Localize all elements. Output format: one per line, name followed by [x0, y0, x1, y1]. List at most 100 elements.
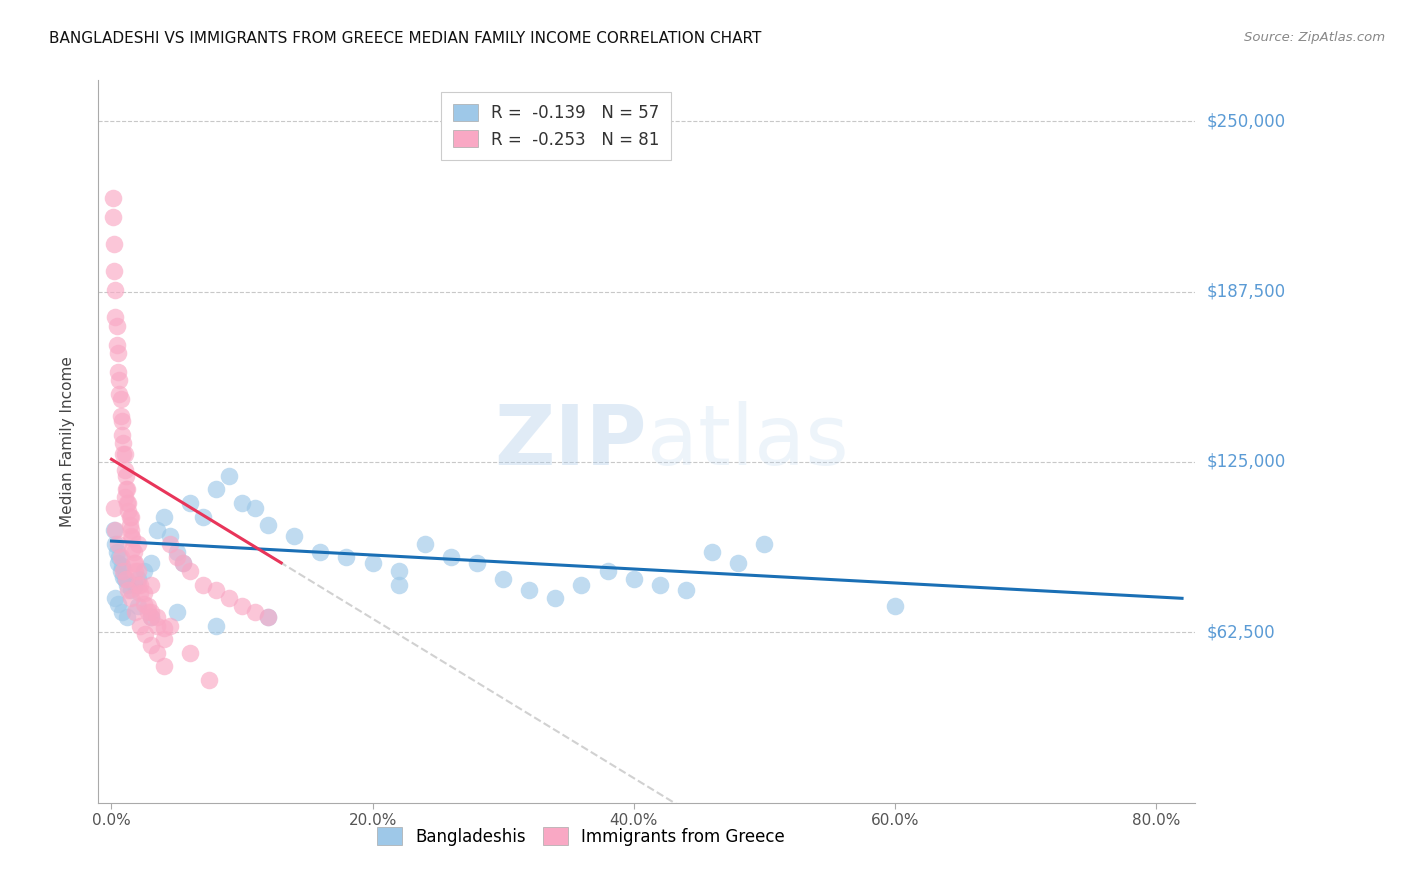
- Point: [132, 586, 156, 600]
- Point: [139, 556, 162, 570]
- Point: [136, 599, 159, 614]
- Point: [257, 610, 280, 624]
- Point: [179, 646, 201, 660]
- Point: [115, 577, 138, 591]
- Point: [105, 337, 128, 351]
- Point: [159, 618, 181, 632]
- Point: [139, 610, 162, 624]
- Point: [136, 605, 159, 619]
- Point: [243, 501, 266, 516]
- Point: [114, 572, 136, 586]
- Point: [159, 537, 181, 551]
- Point: [110, 550, 132, 565]
- Point: [596, 564, 619, 578]
- Point: [172, 556, 194, 570]
- Point: [159, 528, 181, 542]
- Point: [107, 597, 129, 611]
- Point: [122, 545, 145, 559]
- Point: [218, 468, 240, 483]
- Point: [623, 572, 645, 586]
- Point: [139, 638, 162, 652]
- Point: [124, 605, 146, 619]
- Point: [111, 427, 134, 442]
- Point: [675, 583, 697, 598]
- Point: [388, 577, 411, 591]
- Point: [257, 517, 280, 532]
- Point: [129, 577, 152, 591]
- Text: $125,000: $125,000: [1206, 453, 1285, 471]
- Point: [120, 583, 142, 598]
- Point: [103, 501, 125, 516]
- Point: [517, 583, 540, 598]
- Point: [104, 283, 127, 297]
- Point: [107, 365, 129, 379]
- Point: [218, 591, 240, 606]
- Point: [492, 572, 515, 586]
- Point: [166, 605, 188, 619]
- Point: [129, 586, 152, 600]
- Point: [111, 558, 134, 573]
- Point: [146, 610, 169, 624]
- Point: [108, 550, 131, 565]
- Point: [110, 564, 132, 578]
- Point: [335, 550, 357, 565]
- Point: [107, 556, 129, 570]
- Point: [117, 504, 139, 518]
- Point: [103, 523, 125, 537]
- Text: $187,500: $187,500: [1206, 283, 1285, 301]
- Point: [104, 310, 127, 325]
- Text: ZIP: ZIP: [495, 401, 647, 482]
- Point: [104, 537, 127, 551]
- Point: [107, 346, 129, 360]
- Text: $250,000: $250,000: [1206, 112, 1285, 130]
- Point: [361, 556, 384, 570]
- Point: [107, 537, 129, 551]
- Point: [114, 491, 136, 505]
- Point: [120, 591, 142, 606]
- Point: [103, 264, 125, 278]
- Point: [205, 482, 228, 496]
- Point: [124, 556, 146, 570]
- Point: [388, 564, 411, 578]
- Point: [198, 673, 221, 687]
- Text: BANGLADESHI VS IMMIGRANTS FROM GREECE MEDIAN FAMILY INCOME CORRELATION CHART: BANGLADESHI VS IMMIGRANTS FROM GREECE ME…: [49, 31, 762, 46]
- Point: [124, 564, 146, 578]
- Point: [727, 556, 749, 570]
- Point: [152, 621, 174, 635]
- Point: [115, 496, 138, 510]
- Point: [191, 577, 214, 591]
- Point: [114, 463, 136, 477]
- Point: [117, 496, 139, 510]
- Point: [754, 537, 776, 551]
- Point: [118, 517, 141, 532]
- Y-axis label: Median Family Income: Median Family Income: [60, 356, 75, 527]
- Point: [440, 550, 463, 565]
- Point: [166, 545, 188, 559]
- Point: [883, 599, 905, 614]
- Point: [205, 583, 228, 598]
- Point: [120, 528, 142, 542]
- Point: [115, 468, 138, 483]
- Point: [101, 210, 124, 224]
- Point: [465, 556, 488, 570]
- Point: [110, 409, 132, 423]
- Point: [103, 236, 125, 251]
- Point: [152, 659, 174, 673]
- Point: [129, 618, 152, 632]
- Point: [115, 482, 138, 496]
- Point: [139, 605, 162, 619]
- Point: [127, 537, 149, 551]
- Point: [121, 532, 143, 546]
- Point: [115, 610, 138, 624]
- Point: [112, 436, 135, 450]
- Point: [112, 447, 135, 461]
- Point: [112, 564, 135, 578]
- Point: [146, 618, 169, 632]
- Point: [132, 597, 156, 611]
- Point: [132, 564, 156, 578]
- Point: [571, 577, 593, 591]
- Point: [105, 318, 128, 333]
- Point: [700, 545, 723, 559]
- Point: [101, 190, 124, 204]
- Point: [121, 542, 143, 557]
